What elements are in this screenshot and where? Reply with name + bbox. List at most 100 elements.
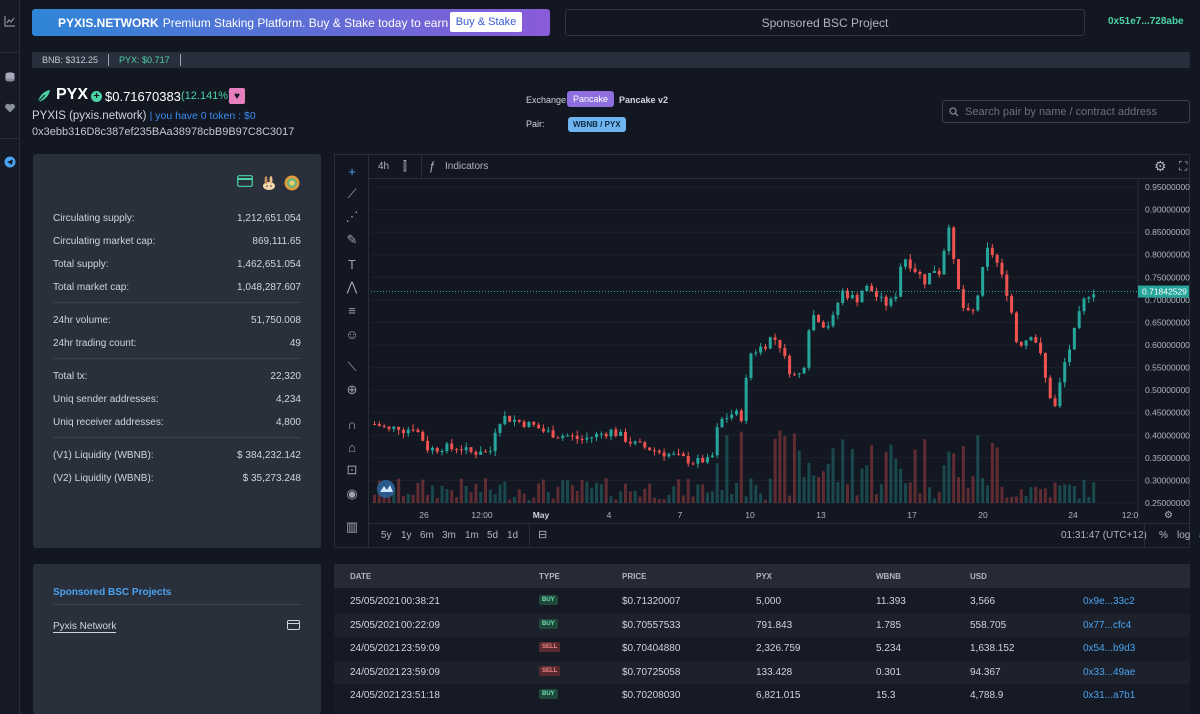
candle-body xyxy=(696,457,700,464)
candle-body xyxy=(469,447,473,452)
y-tick-label: 0.70000000 xyxy=(1145,295,1190,305)
volume-bar xyxy=(855,495,859,503)
magnet-icon[interactable]: ∩ xyxy=(347,416,357,432)
prediction-icon[interactable]: ≡ xyxy=(348,302,356,318)
chart-icon[interactable] xyxy=(3,14,17,28)
col-price[interactable]: PRICE xyxy=(622,572,647,581)
trade-tx-hash[interactable]: 0x9e...33c2 xyxy=(1083,596,1135,607)
trade-wbnb: 11.393 xyxy=(876,596,906,607)
lock-icon[interactable]: ⊡ xyxy=(346,462,358,477)
col-date[interactable]: DATE xyxy=(350,572,372,581)
trade-pyx: 133.428 xyxy=(756,666,793,678)
volume-bar xyxy=(1010,496,1014,503)
table-row[interactable]: 25/05/2021 00:38:21 $0.71320007 5,000 11.393… xyxy=(334,590,1190,614)
log-scale-toggle[interactable]: log xyxy=(1177,530,1191,541)
brush-icon[interactable]: ✎ xyxy=(346,232,358,247)
table-row[interactable]: 24/05/2021 23:59:09 $0.70404880 2,326.759 5.… xyxy=(334,637,1190,661)
volume-bar xyxy=(619,491,623,503)
sponsored-project-box[interactable]: Sponsored BSC Project xyxy=(565,9,1085,36)
volume-bar xyxy=(662,499,666,503)
coin-logo-icon[interactable] xyxy=(284,175,300,191)
card-icon[interactable] xyxy=(287,620,300,630)
table-row[interactable]: 24/05/2021 23:51:18 $0.70208030 6,821.015 15… xyxy=(334,684,1190,708)
chart-canvas[interactable]: 0.95000000 0.90000000 0.85000000 0.80000000… xyxy=(335,155,1191,547)
text-icon[interactable]: T xyxy=(348,256,356,272)
heart-icon[interactable] xyxy=(3,101,17,115)
plus-icon[interactable]: + xyxy=(91,91,102,102)
volume-bar xyxy=(397,478,401,503)
wallet-address[interactable]: 0x51e7...728abe xyxy=(1108,16,1184,27)
ruler-icon[interactable]: ⟍ xyxy=(347,359,357,374)
pattern-icon[interactable]: ⋀ xyxy=(346,279,358,294)
range-1y[interactable]: 1y xyxy=(401,530,412,541)
candle-body xyxy=(643,442,647,448)
pair-button[interactable]: WBNB / PYX xyxy=(568,117,626,132)
coins-icon[interactable] xyxy=(3,70,17,84)
candle-body xyxy=(464,447,468,451)
candle-body xyxy=(879,296,883,298)
candle-body xyxy=(923,274,927,285)
fib-icon[interactable]: ⋰ xyxy=(345,209,359,224)
sponsored-project-link[interactable]: Pyxis Network xyxy=(53,621,117,633)
volume-bar xyxy=(1092,482,1096,503)
bunny-icon[interactable] xyxy=(261,175,277,191)
eye-icon[interactable]: ◉ xyxy=(346,486,358,501)
volume-bar xyxy=(638,496,642,503)
indicators-button[interactable]: Indicators xyxy=(445,161,489,172)
candle-body xyxy=(884,296,888,306)
range-3m[interactable]: 3m xyxy=(442,530,456,541)
percent-scale-toggle[interactable]: % xyxy=(1159,530,1168,541)
promo-banner[interactable]: PYXIS.NETWORK Premium Staking Platform. … xyxy=(32,9,550,36)
volume-bar xyxy=(874,494,878,503)
price-chart[interactable]: + ⟋ ⋰ ✎ T ⋀ ≡ ☺ ⟍ ⊕ ∩ ⌂ ⊡ ◉ ▥ 4h ⫿ ƒ Ind… xyxy=(334,154,1200,548)
card-icon[interactable] xyxy=(237,175,253,191)
range-6m[interactable]: 6m xyxy=(420,530,434,541)
buy-stake-button[interactable]: Buy & Stake xyxy=(450,12,522,32)
goto-date-icon[interactable]: ⊟ xyxy=(538,529,548,541)
col-wbnb[interactable]: WBNB xyxy=(876,572,901,581)
range-5d[interactable]: 5d xyxy=(487,530,499,541)
trade-pyx: 2,326.759 xyxy=(756,643,801,654)
trade-price: $0.70725058 xyxy=(622,666,681,678)
range-1m[interactable]: 1m xyxy=(465,530,479,541)
candle-body xyxy=(619,431,623,436)
col-usd[interactable]: USD xyxy=(970,572,987,581)
candle-body xyxy=(517,419,521,422)
telegram-icon[interactable] xyxy=(3,155,17,169)
divider xyxy=(421,155,422,179)
token-logo-icon xyxy=(36,88,52,104)
candle-style-icon[interactable]: ⫿ xyxy=(403,159,407,173)
volume-bar xyxy=(430,485,434,503)
trade-tx-hash[interactable]: 0x77...cfc4 xyxy=(1083,619,1132,631)
favorite-heart-icon[interactable]: ♥ xyxy=(229,88,245,104)
interval-button[interactable]: 4h xyxy=(378,161,390,172)
fullscreen-icon[interactable]: ⛶ xyxy=(1179,159,1188,173)
range-5y[interactable]: 5y xyxy=(381,530,392,541)
stat-label: Circulating market cap: xyxy=(53,236,156,247)
col-type[interactable]: TYPE xyxy=(539,572,560,581)
contract-address[interactable]: 0x3ebb316D8c387ef235BAa38978cbB9B97C8C30… xyxy=(32,126,295,138)
volume-bar xyxy=(537,483,541,503)
table-row[interactable]: 25/05/2021 00:22:09 $0.70557533 791.843 1.78… xyxy=(334,613,1190,637)
exchange-pancake-button[interactable]: Pancake xyxy=(567,91,615,107)
trade-tx-hash[interactable]: 0x31...a7b1 xyxy=(1083,690,1136,701)
trade-tx-hash[interactable]: 0x33...49ae xyxy=(1083,666,1136,678)
pair-search[interactable] xyxy=(942,100,1190,123)
candle-body xyxy=(498,424,502,433)
trash-icon[interactable]: ▥ xyxy=(345,519,359,534)
col-pyx[interactable]: PYX xyxy=(756,572,773,581)
candle-body xyxy=(701,457,705,463)
stat-label: Uniq receiver addresses: xyxy=(53,417,164,428)
emoji-icon[interactable]: ☺ xyxy=(345,326,359,342)
exchange-pancake-v2-button[interactable]: Pancake v2 xyxy=(619,95,669,105)
lock-drawing-icon[interactable]: ⌂ xyxy=(348,439,356,455)
table-row[interactable]: 24/05/2021 23:59:09 $0.70725058 133.428 0.30… xyxy=(334,660,1190,684)
volume-bar xyxy=(903,483,907,503)
crosshair-icon[interactable]: + xyxy=(348,163,356,179)
zoom-in-icon[interactable]: ⊕ xyxy=(346,382,358,397)
settings-gear-icon[interactable]: ⚙ xyxy=(1154,158,1167,174)
range-1d[interactable]: 1d xyxy=(507,530,519,541)
trend-line-icon[interactable]: ⟋ xyxy=(347,186,357,201)
trade-tx-hash[interactable]: 0x54...b9d3 xyxy=(1083,643,1136,654)
search-input[interactable] xyxy=(965,105,1185,118)
